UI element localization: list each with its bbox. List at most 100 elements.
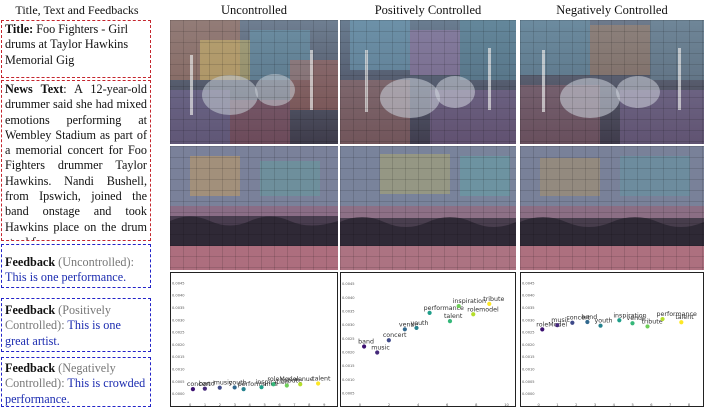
y-tick-label: 0.0045 — [172, 281, 185, 285]
x-tick-label: 0 — [359, 403, 362, 407]
y-tick-label: 0.0045 — [342, 282, 355, 286]
x-tick-label: 6 — [278, 403, 281, 407]
scatter-svg-negative: 0.0000 0.0005 0.0010 0.0015 0.0020 0.0025 0.00… — [522, 281, 697, 407]
scatter-point — [630, 321, 635, 326]
y-tick-label: 0.0030 — [522, 318, 535, 322]
scatter-point — [217, 385, 222, 390]
point-label: talent — [444, 313, 463, 320]
y-tick-label: 0.0015 — [342, 364, 355, 368]
scatter-point — [555, 323, 560, 328]
left-column-header: Title, Text and Feedbacks — [15, 3, 139, 17]
y-tick-label: 0.0035 — [522, 306, 535, 310]
point-label: inspiration — [453, 298, 486, 305]
x-tick-label: 9 — [323, 403, 326, 407]
x-tick-label: 3 — [594, 403, 596, 407]
y-tick-label: 0.0010 — [172, 367, 185, 371]
y-tick-label: 0.0040 — [172, 294, 185, 298]
attention-map-uncontrolled-stage — [170, 20, 338, 144]
feedback-text: This is one great artist. — [5, 318, 121, 348]
point-label: roleModel — [536, 321, 567, 328]
point-label: music — [551, 317, 570, 324]
x-tick-label: 4 — [613, 403, 616, 407]
point-label: roleModel — [267, 376, 298, 383]
feedback-label: Feedback — [5, 303, 56, 317]
y-tick-label: 0.0015 — [172, 355, 185, 359]
y-tick-label: 0.0010 — [342, 378, 355, 382]
feedback-uncontrolled-box: Feedback (Uncontrolled): This is one per… — [1, 244, 151, 288]
point-label: talent — [312, 376, 331, 383]
scatter-point — [241, 387, 246, 392]
point-label: tribute — [483, 296, 504, 303]
scatter-point — [414, 325, 419, 331]
x-tick-label: 5 — [263, 403, 265, 407]
y-tick-label: 0.0030 — [342, 323, 355, 327]
scatter-point — [570, 320, 575, 325]
scatter-point — [598, 323, 603, 328]
news-text-box: News Text: A 12-year-old drummer said sh… — [1, 80, 151, 241]
y-tick-label: 0.0040 — [522, 294, 535, 298]
point-label: concert — [383, 332, 407, 339]
point-label: tribute — [281, 377, 302, 384]
scatter-point — [487, 301, 492, 306]
scatter-point — [540, 327, 545, 332]
x-tick-label: 1 — [204, 403, 206, 407]
x-tick-label: 0 — [189, 403, 192, 407]
title-box: Title: Foo Fighters - Girl drums at Tayl… — [1, 20, 151, 78]
scatter-point — [316, 381, 321, 386]
scatter-point — [284, 383, 289, 388]
scatter-point — [456, 303, 461, 309]
y-tick-label: 0.0040 — [342, 296, 355, 300]
y-tick-label: 0.0020 — [172, 343, 185, 347]
point-label: concert — [566, 315, 590, 322]
scatter-svg-positive: 0.0005 0.0010 0.0015 0.0020 0.0025 0.0030 0.00… — [342, 282, 510, 407]
point-label: youth — [595, 318, 613, 325]
y-tick-label: 0.0035 — [172, 306, 185, 310]
point-label: venue — [294, 376, 314, 383]
feedback-mode: (Positively Controlled): — [5, 303, 111, 333]
scatter-point — [402, 327, 407, 332]
x-tick-label: 2 — [388, 403, 390, 407]
news-text: : A 12-year-old drummer said she had mix… — [5, 82, 148, 240]
point-label: performance — [238, 381, 278, 388]
scatter-point — [585, 319, 590, 325]
x-tick-label: 8 — [475, 403, 478, 407]
y-tick-label: 0.0025 — [342, 337, 355, 341]
x-tick-label: 6 — [446, 403, 449, 407]
title-text: Foo Fighters - Girl drums at Taylor Hawk… — [5, 22, 129, 67]
y-tick-label: 0.0025 — [172, 331, 185, 335]
y-tick-label: 0.0045 — [522, 281, 535, 285]
y-tick-label: 0.0000 — [172, 392, 185, 396]
point-label: youth — [229, 379, 247, 386]
attention-map-uncontrolled-crowd — [170, 146, 338, 270]
feedback-label: Feedback — [5, 255, 56, 269]
point-label: performance — [424, 305, 464, 312]
x-tick-label: 8 — [688, 403, 691, 407]
feedback-mode: (Uncontrolled): — [55, 255, 134, 269]
x-tick-label: 10 — [504, 403, 509, 407]
x-tick-label: 7 — [669, 403, 671, 407]
scatter-point — [375, 350, 380, 355]
y-tick-label: 0.0015 — [522, 355, 535, 359]
y-tick-label: 0.0020 — [522, 343, 535, 347]
point-label: music — [214, 380, 233, 387]
scatter-point — [202, 386, 207, 391]
x-tick-label: 2 — [575, 403, 577, 407]
point-label: performance — [657, 311, 697, 318]
attention-map-negative-stage — [520, 20, 704, 144]
point-label: tribute — [642, 318, 663, 325]
point-label: youth — [410, 320, 428, 327]
scatter-point — [679, 320, 684, 325]
y-tick-label: 0.0030 — [172, 318, 185, 322]
x-tick-label: 5 — [631, 403, 633, 407]
point-label: talent — [675, 314, 694, 321]
point-label: band — [581, 314, 597, 321]
feedback-label: Feedback — [5, 361, 56, 375]
scatter-plot-positive: 0.0005 0.0010 0.0015 0.0020 0.0025 0.0030 0.00… — [340, 272, 516, 407]
feedback-positive-box: Feedback (Positively Controlled): This i… — [1, 298, 151, 352]
x-tick-label: 8 — [308, 403, 311, 407]
x-tick-label: 4 — [417, 403, 420, 407]
scatter-svg-uncontrolled: 0.0000 0.0005 0.0010 0.0015 0.0020 0.0025 0.00… — [172, 281, 331, 407]
x-tick-label: 0 — [538, 403, 541, 407]
feedback-text: This is crowded performance. — [5, 376, 146, 406]
news-label: News Text — [5, 82, 64, 96]
